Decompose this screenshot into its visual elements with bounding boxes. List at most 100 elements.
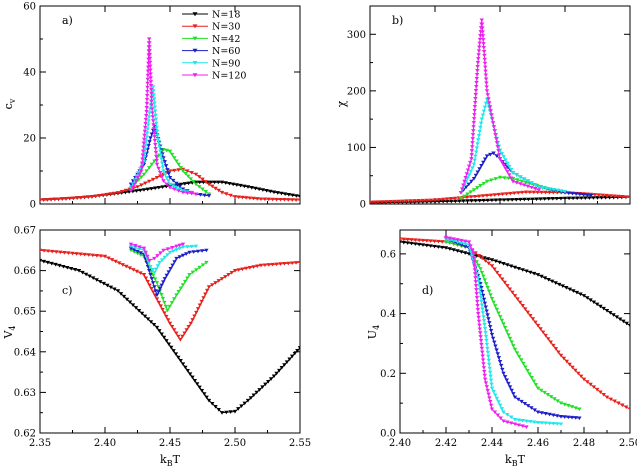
data-point	[154, 293, 160, 297]
data-point	[135, 251, 140, 256]
data-point	[115, 289, 121, 293]
data-point	[506, 381, 511, 386]
data-point	[178, 166, 184, 170]
data-point	[574, 290, 580, 295]
data-point	[97, 194, 102, 198]
data-point	[480, 358, 486, 362]
data-point	[134, 179, 139, 183]
data-point	[564, 359, 569, 364]
data-point	[144, 110, 149, 114]
data-point	[45, 260, 50, 265]
data-point	[489, 332, 495, 337]
data-point	[451, 237, 456, 241]
data-point	[243, 266, 249, 271]
data-point	[147, 179, 152, 184]
data-point	[162, 277, 167, 281]
data-point	[260, 188, 266, 192]
data-point	[588, 193, 594, 198]
data-point	[520, 418, 525, 423]
data-point	[470, 141, 475, 145]
data-point	[236, 195, 241, 200]
data-point	[486, 358, 491, 363]
data-point	[193, 244, 199, 249]
data-point	[203, 292, 208, 297]
data-point	[567, 362, 572, 367]
data-point	[147, 166, 152, 170]
data-point	[147, 49, 152, 53]
data-point	[491, 390, 496, 394]
panel-b: 0 100 200 300 b) χ	[335, 5, 631, 211]
data-point	[141, 188, 147, 192]
data-point	[546, 197, 551, 201]
data-point	[598, 304, 603, 309]
data-point	[465, 199, 470, 203]
data-point	[297, 198, 300, 203]
data-point	[493, 198, 499, 203]
data-point	[159, 283, 164, 288]
data-point	[224, 192, 229, 196]
data-point	[601, 393, 606, 397]
data-point	[145, 280, 150, 284]
data-point	[142, 155, 147, 160]
data-point	[154, 281, 160, 285]
data-point	[156, 141, 162, 146]
data-point	[554, 414, 560, 418]
data-point	[290, 193, 295, 198]
data-point	[533, 187, 538, 191]
data-point	[147, 37, 152, 41]
data-point	[132, 250, 137, 254]
data-point	[473, 199, 478, 203]
data-point	[516, 266, 522, 271]
data-point	[74, 196, 80, 200]
data-point	[86, 253, 91, 257]
data-point	[242, 184, 247, 189]
data-point	[489, 297, 495, 301]
data-point	[135, 185, 140, 189]
y-tick-label: 200	[347, 86, 366, 97]
data-point	[520, 268, 525, 272]
data-point	[535, 386, 541, 391]
data-point	[141, 159, 147, 164]
data-point	[182, 331, 187, 336]
data-point	[172, 297, 177, 301]
data-point	[293, 261, 299, 265]
series-line-n-18	[40, 260, 300, 414]
data-point	[180, 242, 186, 247]
data-point	[174, 248, 179, 252]
data-point	[245, 185, 251, 189]
data-point	[151, 89, 156, 93]
data-point	[521, 177, 527, 181]
data-point	[185, 245, 190, 249]
data-point	[516, 423, 522, 428]
data-point	[150, 85, 156, 89]
data-point	[558, 414, 564, 419]
data-point	[508, 415, 514, 420]
data-point	[501, 198, 507, 202]
data-point	[498, 403, 503, 408]
data-point	[485, 198, 491, 203]
data-point	[447, 236, 453, 241]
data-point	[144, 97, 150, 102]
data-point	[204, 260, 209, 265]
data-point	[239, 404, 244, 409]
data-point	[488, 193, 494, 198]
data-point	[484, 193, 490, 198]
data-point	[131, 268, 136, 272]
data-point	[514, 198, 519, 202]
data-point	[525, 184, 531, 189]
data-point	[477, 45, 482, 50]
data-point	[477, 323, 482, 328]
data-point	[627, 407, 630, 412]
data-point	[497, 360, 503, 364]
data-point	[139, 175, 144, 179]
data-point	[145, 254, 150, 259]
data-point	[147, 140, 152, 144]
data-point	[144, 105, 149, 110]
data-point	[459, 238, 464, 243]
data-point	[148, 64, 153, 69]
data-point	[479, 22, 485, 27]
data-point	[501, 261, 506, 266]
data-point	[525, 368, 530, 373]
data-point	[139, 183, 144, 187]
